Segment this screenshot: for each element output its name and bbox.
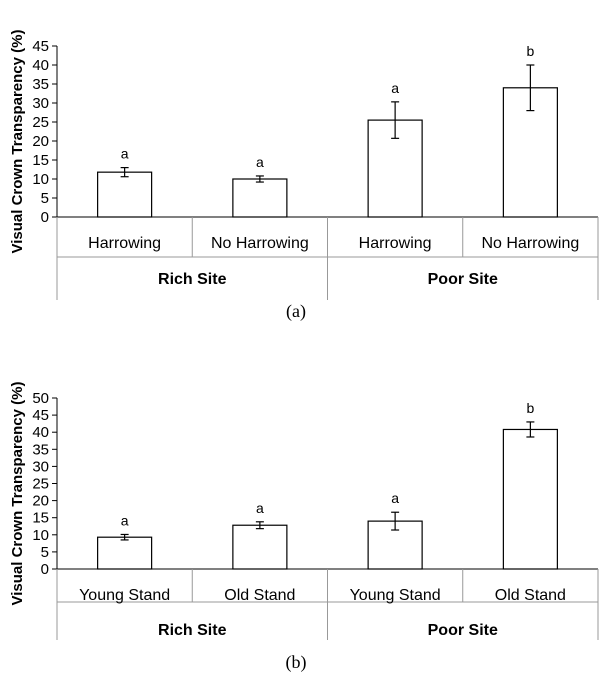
- y-tick-label: 15: [32, 510, 49, 527]
- y-tick-label: 0: [41, 561, 49, 578]
- y-tick-label: 45: [32, 38, 49, 55]
- bar: [97, 171, 153, 218]
- group-label: Rich Site: [158, 622, 227, 639]
- bar: [232, 178, 288, 218]
- panel-label: (b): [286, 652, 307, 673]
- bar: [502, 428, 558, 570]
- panel-label: (a): [286, 301, 306, 322]
- y-tick-label: 10: [32, 171, 49, 188]
- group-label: Poor Site: [428, 622, 498, 639]
- y-tick-label: 25: [32, 476, 49, 493]
- y-tick-label: 20: [32, 493, 49, 510]
- category-label: Old Stand: [495, 587, 566, 604]
- significance-letter: a: [256, 500, 264, 516]
- chart-a: 0 5 10 15 20 25 30 35 40 45 Visual Crown Transpare…: [9, 30, 599, 322]
- significance-letter: a: [391, 80, 399, 96]
- category-label: Young Stand: [79, 587, 170, 604]
- y-axis-label: Visual Crown Transparency (%): [9, 382, 26, 606]
- y-tick-label: 35: [32, 441, 49, 458]
- bar: [97, 536, 153, 570]
- group-label: Rich Site: [158, 271, 227, 288]
- category-label: Young Stand: [350, 587, 441, 604]
- y-tick-label: 10: [32, 527, 49, 544]
- significance-letter: a: [391, 490, 399, 506]
- y-tick-label: 15: [32, 152, 49, 169]
- y-tick-label: 30: [32, 458, 49, 475]
- category-label: Old Stand: [224, 587, 295, 604]
- significance-letter: b: [526, 43, 534, 59]
- y-tick-label: 50: [32, 390, 49, 407]
- y-tick-label: 0: [41, 209, 49, 226]
- y-tick-label: 35: [32, 76, 49, 93]
- group-label: Poor Site: [428, 271, 498, 288]
- category-label: Harrowing: [359, 235, 432, 252]
- y-tick-label: 25: [32, 114, 49, 131]
- y-tick-label: 20: [32, 133, 49, 150]
- category-label: No Harrowing: [211, 235, 309, 252]
- y-tick-label: 5: [41, 544, 49, 561]
- significance-letter: a: [121, 512, 129, 528]
- y-axis-label: Visual Crown Transparency (%): [9, 30, 26, 254]
- y-tick-label: 5: [41, 190, 49, 207]
- significance-letter: a: [256, 154, 264, 170]
- significance-letter: a: [121, 146, 129, 162]
- category-label: Harrowing: [88, 235, 161, 252]
- y-tick-label: 30: [32, 95, 49, 112]
- y-tick-label: 40: [32, 57, 49, 74]
- bar: [232, 524, 288, 570]
- significance-letter: b: [526, 400, 534, 416]
- y-tick-label: 40: [32, 424, 49, 441]
- y-tick-label: 45: [32, 407, 49, 424]
- category-label: No Harrowing: [481, 235, 579, 252]
